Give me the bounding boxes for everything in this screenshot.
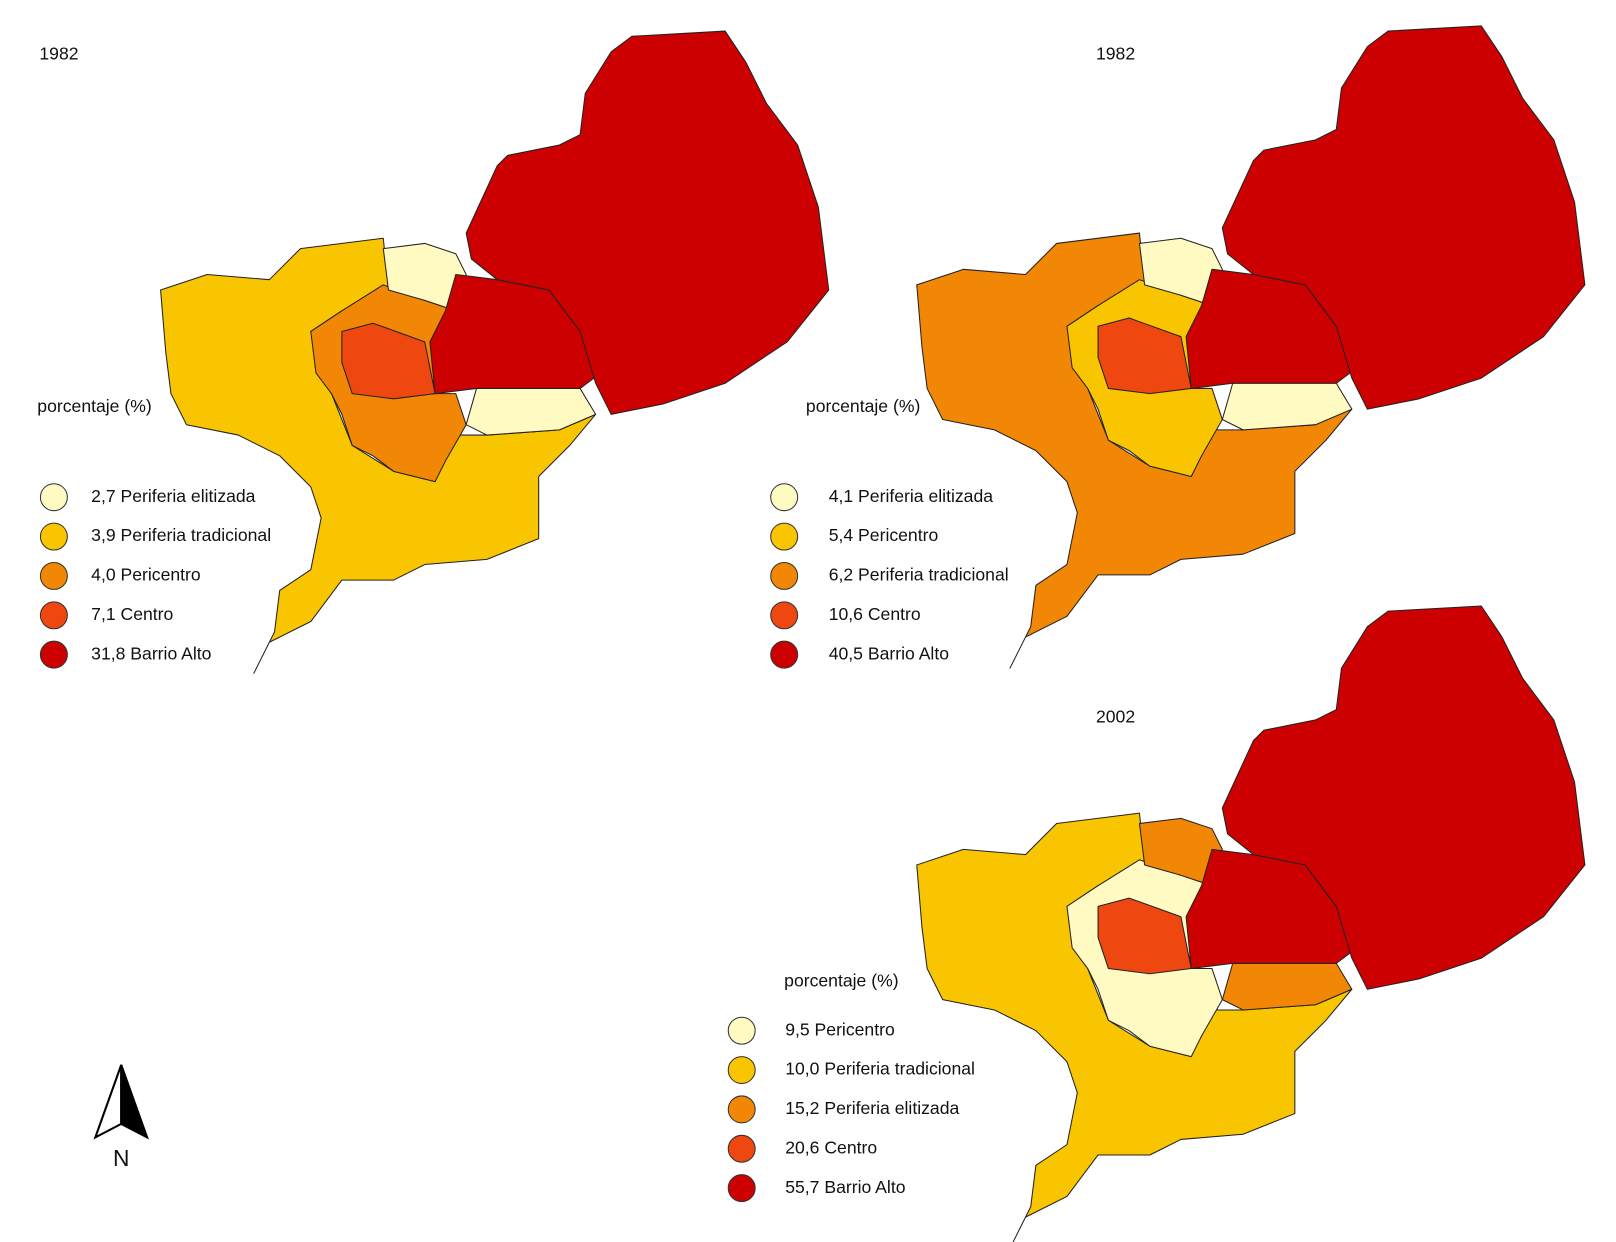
legend-swatch <box>770 601 799 630</box>
legend-swatch <box>39 601 68 630</box>
map-panel <box>160 30 830 674</box>
map-panel <box>916 605 1586 1242</box>
legend-swatch <box>770 522 799 551</box>
district <box>465 30 830 415</box>
legend-label: 10,0 Periferia tradicional <box>785 1059 975 1079</box>
year-label: 2002 <box>1096 707 1135 727</box>
district <box>1097 897 1192 975</box>
legend-label: 7,1 Centro <box>91 604 173 624</box>
district <box>341 322 436 400</box>
legend-label: 10,6 Centro <box>829 604 921 624</box>
legend-title: porcentaje (%) <box>37 396 151 416</box>
legend-swatch <box>727 1134 756 1163</box>
legend-label: 31,8 Barrio Alto <box>91 643 212 663</box>
north-label: N <box>113 1145 129 1171</box>
legend-label: 3,9 Periferia tradicional <box>91 525 271 545</box>
legend-swatch <box>770 640 799 669</box>
legend-swatch <box>39 561 68 590</box>
legend-swatch <box>727 1095 756 1124</box>
legend-label: 4,0 Pericentro <box>91 565 201 585</box>
legend-label: 40,5 Barrio Alto <box>829 643 950 663</box>
district <box>1221 25 1586 410</box>
legend-swatch <box>39 640 68 669</box>
north-arrow <box>93 1064 149 1140</box>
legend-label: 55,7 Barrio Alto <box>785 1177 906 1197</box>
legend-label: 6,2 Periferia tradicional <box>829 565 1009 585</box>
district <box>1097 317 1192 395</box>
legend-label: 15,2 Periferia elitizada <box>785 1098 959 1118</box>
district <box>1221 605 1586 990</box>
map-panel <box>916 25 1586 669</box>
legend-title: porcentaje (%) <box>784 971 898 991</box>
legend-label: 4,1 Periferia elitizada <box>829 486 994 506</box>
legend-swatch <box>39 483 68 512</box>
year-label: 1982 <box>1096 44 1135 64</box>
legend-title: porcentaje (%) <box>806 396 920 416</box>
legend-swatch <box>770 561 799 590</box>
legend-label: 20,6 Centro <box>785 1137 877 1157</box>
legend-label: 5,4 Pericentro <box>829 525 939 545</box>
legend-label: 2,7 Periferia elitizada <box>91 486 256 506</box>
legend-swatch <box>727 1016 756 1045</box>
legend-swatch <box>39 522 68 551</box>
legend-label: 9,5 Pericentro <box>785 1019 895 1039</box>
year-label: 1982 <box>39 44 78 64</box>
legend-swatch <box>727 1174 756 1203</box>
legend-swatch <box>727 1056 756 1085</box>
legend-swatch <box>770 483 799 512</box>
